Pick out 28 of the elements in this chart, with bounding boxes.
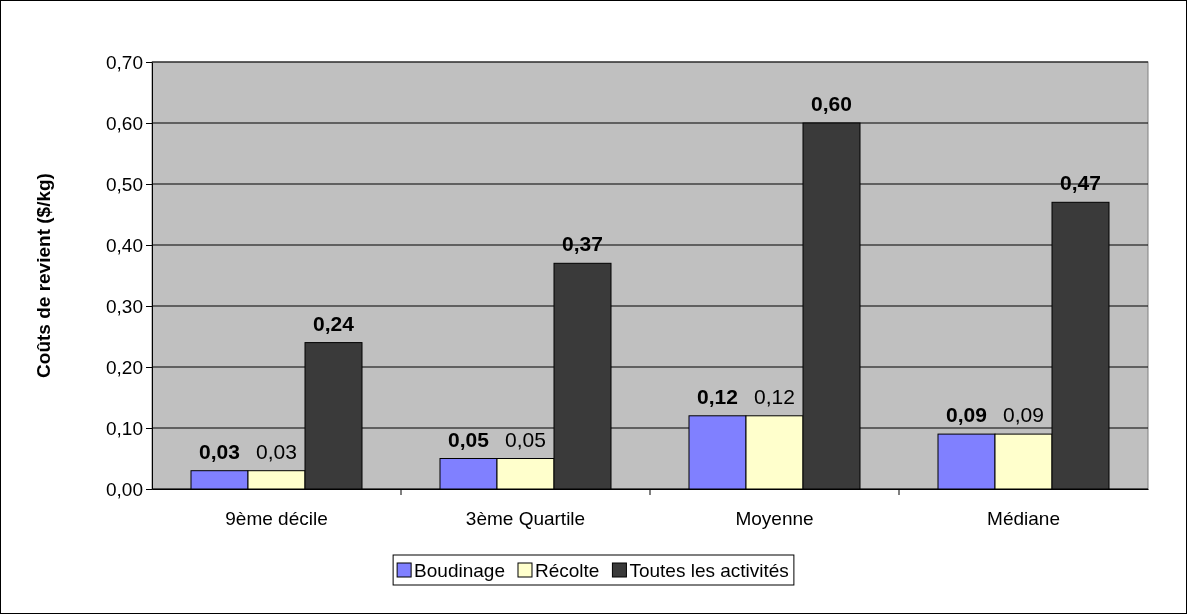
data-label: 0,37 — [562, 232, 603, 256]
y-tick-label: 0,30 — [106, 295, 143, 317]
legend-label: Récolte — [534, 560, 600, 581]
data-label: 0,09 — [1003, 403, 1044, 427]
data-label: 0,03 — [256, 439, 297, 463]
y-axis-title: Coûts de revient ($/kg) — [33, 173, 54, 378]
x-tick-label: 9ème décile — [225, 507, 328, 529]
x-tick-label: 3ème Quartile — [465, 507, 586, 529]
data-label: 0,09 — [946, 403, 987, 427]
y-tick-label: 0,00 — [106, 478, 143, 500]
y-tick-label: 0,70 — [106, 51, 143, 73]
y-tick-label: 0,20 — [106, 356, 143, 378]
x-tick-label: Moyenne — [735, 507, 814, 529]
data-label: 0,12 — [697, 384, 738, 408]
data-label: 0,47 — [1060, 171, 1101, 195]
data-label: 0,05 — [448, 427, 490, 451]
y-tick-label: 0,40 — [106, 234, 143, 256]
data-label: 0,03 — [199, 439, 240, 463]
x-tick-label: Médiane — [987, 507, 1060, 529]
data-label: 0,60 — [811, 92, 852, 115]
legend-label: Toutes les activités — [629, 560, 789, 581]
legend-label: Boudinage — [414, 560, 505, 581]
y-tick-label: 0,60 — [106, 112, 143, 134]
data-label: 0,12 — [754, 384, 795, 408]
y-tick-label: 0,10 — [106, 417, 143, 439]
data-label: 0,24 — [313, 311, 355, 335]
data-label: 0,05 — [505, 427, 546, 451]
y-tick-label: 0,50 — [106, 173, 143, 195]
